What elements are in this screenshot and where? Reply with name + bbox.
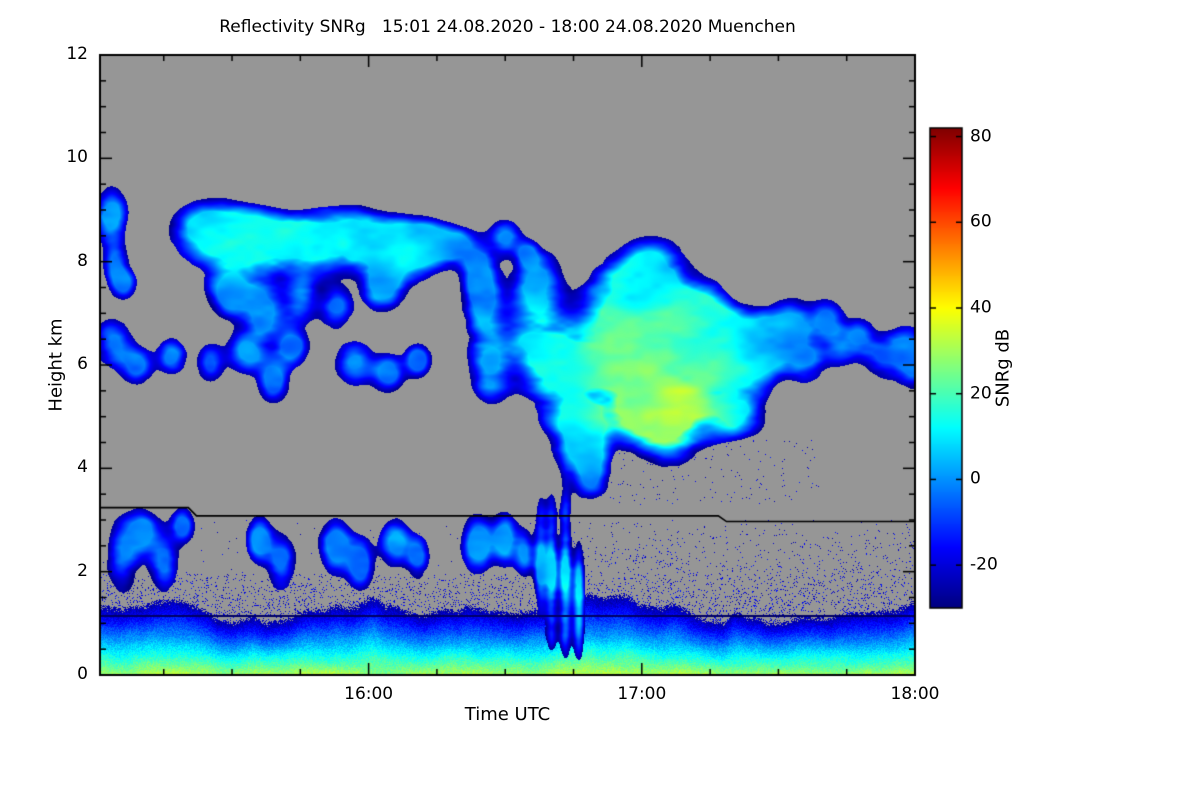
colorbar-tick-label: 20 bbox=[970, 383, 992, 404]
colorbar-tick-label: 40 bbox=[970, 297, 992, 318]
chart-title: Reflectivity SNRg 15:01 24.08.2020 - 18:… bbox=[219, 17, 796, 37]
y-tick-label: 6 bbox=[77, 354, 88, 375]
colorbar-label: SNRg dB bbox=[992, 328, 1014, 408]
y-tick-label: 8 bbox=[77, 250, 88, 271]
y-tick-label: 12 bbox=[66, 44, 88, 65]
y-tick-label: 10 bbox=[66, 147, 88, 168]
x-tick-label: 17:00 bbox=[617, 684, 667, 704]
x-tick-label: 16:00 bbox=[344, 684, 394, 704]
colorbar-tick-label: 80 bbox=[970, 126, 992, 147]
y-tick-label: 2 bbox=[77, 560, 88, 581]
x-tick-label: 18:00 bbox=[890, 684, 940, 704]
colorbar-tick-label: 60 bbox=[970, 211, 992, 232]
y-tick-label: 0 bbox=[77, 664, 88, 685]
colorbar-tick-label: 0 bbox=[970, 468, 981, 489]
x-axis-label: Time UTC bbox=[464, 704, 551, 725]
y-tick-label: 4 bbox=[77, 457, 88, 478]
colorbar-tick-label: -20 bbox=[970, 554, 998, 575]
